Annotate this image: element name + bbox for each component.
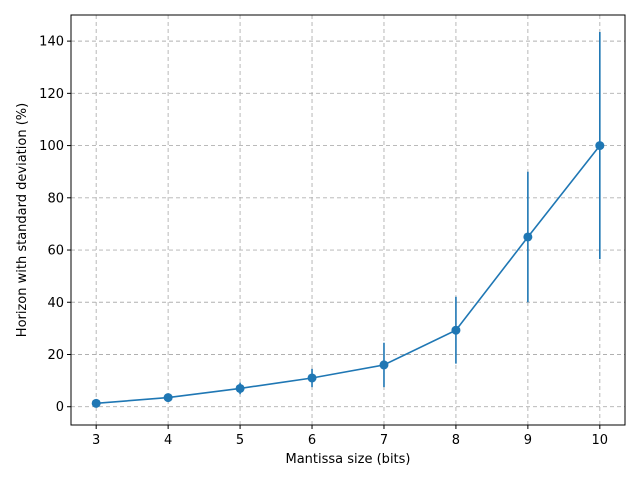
x-tick-label: 5 bbox=[236, 433, 244, 448]
data-point bbox=[523, 232, 533, 242]
x-tick-label: 8 bbox=[452, 433, 460, 448]
y-tick-label: 140 bbox=[39, 35, 64, 50]
data-point bbox=[379, 360, 389, 370]
y-axis-label: Horizon with standard deviation (%) bbox=[15, 103, 30, 337]
x-tick-label: 7 bbox=[380, 433, 388, 448]
x-tick-label: 3 bbox=[92, 433, 100, 448]
y-tick-label: 0 bbox=[56, 400, 64, 415]
y-tick-label: 40 bbox=[47, 296, 64, 311]
y-tick-label: 60 bbox=[47, 244, 64, 259]
data-point bbox=[307, 373, 317, 383]
data-point bbox=[163, 393, 173, 403]
plot-frame bbox=[70, 14, 626, 426]
y-tick-label: 20 bbox=[47, 348, 64, 363]
data-point bbox=[235, 383, 245, 393]
x-axis-label: Mantissa size (bits) bbox=[286, 452, 411, 467]
x-tick-label: 9 bbox=[524, 433, 532, 448]
data-point bbox=[91, 398, 101, 408]
x-tick-label: 10 bbox=[592, 433, 609, 448]
y-tick-label: 120 bbox=[39, 87, 64, 102]
data-point bbox=[595, 141, 605, 151]
y-tick-label: 100 bbox=[39, 139, 64, 154]
x-tick-label: 4 bbox=[164, 433, 172, 448]
y-tick-label: 80 bbox=[47, 191, 64, 206]
series-layer bbox=[91, 31, 605, 408]
data-point bbox=[451, 325, 461, 335]
x-tick-label: 6 bbox=[308, 433, 316, 448]
series-line bbox=[96, 145, 601, 405]
